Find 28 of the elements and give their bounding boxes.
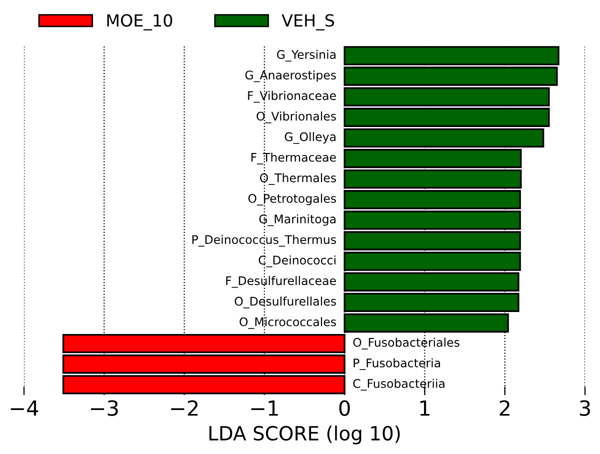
x-tick-label: −1 xyxy=(251,400,278,416)
y-tick-label: G_Yersinia xyxy=(276,50,336,62)
x-tick-label: −3 xyxy=(90,400,118,416)
x-tick-label: 2 xyxy=(500,400,510,416)
y-tick-label: C_Fusobacteriia xyxy=(353,378,444,391)
x-axis-title: LDA SCORE (log 10) xyxy=(209,426,400,444)
y-tick-label: P_Deinococcus_Thermus xyxy=(192,234,336,247)
y-tick-label: O_Petrotogales xyxy=(248,194,336,206)
y-tick-label: C_Deinococci xyxy=(258,255,336,268)
y-tick-label: O_Vibrionales xyxy=(256,111,336,124)
y-tick-label: P_Fusobacteria xyxy=(354,358,440,370)
x-tick-label: −4 xyxy=(10,400,38,416)
x-tick-label: 1 xyxy=(420,400,430,416)
y-tick-label: O_Fusobacteriales xyxy=(353,338,460,350)
y-tick-label: G_Marinitoga xyxy=(259,214,336,226)
legend-label: MOE_10 xyxy=(107,14,172,30)
x-tick-label: 0 xyxy=(339,400,350,416)
y-tick-label: O_Desulfurellales xyxy=(234,296,336,308)
y-tick-label: O_Micrococcales xyxy=(240,317,336,329)
y-tick-label: F_Thermaceae xyxy=(251,152,336,164)
y-tick-label: G_Olleya xyxy=(284,132,336,144)
y-tick-label: F_Vibrionaceae xyxy=(248,90,336,103)
x-tick-label: −2 xyxy=(171,400,198,416)
y-tick-label: O_Thermales xyxy=(260,173,336,185)
legend-label: VEH_S xyxy=(282,14,334,30)
y-tick-label: F_Desulfurellaceae xyxy=(226,276,336,288)
x-tick-label: 3 xyxy=(580,400,590,416)
y-tick-label: G_Anaerostipes xyxy=(245,70,336,82)
